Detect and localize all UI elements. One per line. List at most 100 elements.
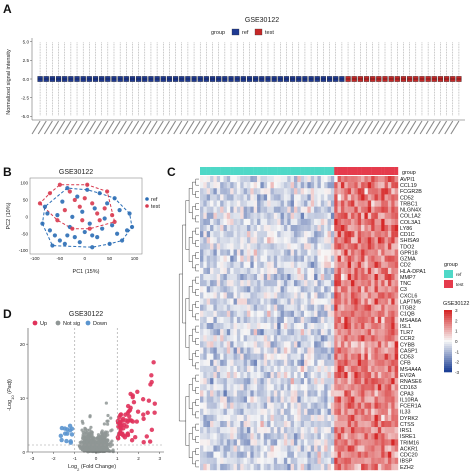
heatmap-cell	[300, 261, 305, 269]
heatmap-cell	[317, 243, 322, 250]
heatmap-cell	[394, 280, 399, 287]
volcano-y-label-prefix: -Log	[7, 400, 13, 411]
heatmap-cell	[297, 408, 301, 416]
heatmap-cell	[377, 267, 382, 275]
heatmap-cell	[377, 378, 382, 385]
heatmap-cell	[317, 280, 322, 287]
heatmap-cell	[287, 408, 291, 416]
heatmap-cell	[320, 372, 325, 379]
volcano-point-down	[64, 438, 69, 444]
heatmap-row-label: CYBB	[400, 342, 415, 348]
heatmap-cell	[240, 365, 244, 373]
heatmap-cell	[330, 372, 335, 379]
boxplot-x-tick-label	[388, 120, 398, 135]
heatmap-cell	[267, 463, 271, 471]
heatmap-cell	[243, 329, 248, 336]
heatmap-cell	[354, 384, 358, 391]
heatmap-cell	[344, 365, 348, 373]
heatmap-cell	[310, 206, 315, 213]
heatmap-cell	[384, 414, 389, 422]
heatmap-cell	[220, 206, 224, 213]
heatmap-cell	[304, 335, 308, 342]
heatmap-cell	[381, 237, 385, 244]
heatmap-cell	[324, 402, 328, 409]
heatmap-cell	[391, 378, 395, 385]
heatmap-cell	[243, 390, 248, 397]
heatmap-cell	[394, 225, 399, 232]
heatmap-cell	[236, 188, 241, 195]
heatmap-cell	[257, 255, 261, 262]
heatmap-cell	[287, 439, 291, 446]
heatmap-cell	[314, 182, 318, 189]
heatmap-cell	[206, 329, 211, 336]
heatmap-cell	[357, 225, 362, 232]
heatmap-cell	[344, 408, 348, 416]
heatmap-cell	[233, 396, 238, 403]
panel-c: C group AVPI1CCL19FCGR2BCD52TRBC1NLGN4XC…	[167, 165, 469, 471]
heatmap-cell	[253, 408, 258, 416]
heatmap-cell	[381, 298, 385, 305]
heatmap-cell	[367, 372, 372, 379]
heatmap-cell	[257, 225, 261, 232]
heatmap-cell	[384, 292, 389, 299]
heatmap-cell	[236, 323, 241, 330]
heatmap-cell	[250, 414, 254, 422]
heatmap-cell	[361, 341, 365, 348]
heatmap-cell	[283, 445, 288, 452]
heatmap-cell	[361, 286, 365, 293]
heatmap-cell	[304, 341, 308, 348]
heatmap-cell	[381, 414, 385, 422]
heatmap-cell	[364, 365, 368, 373]
heatmap-cell	[330, 249, 335, 256]
heatmap-cell	[220, 255, 224, 262]
heatmap-cell	[320, 329, 325, 336]
boxplot-x-tick-label	[117, 120, 127, 135]
heatmap-cell	[277, 384, 281, 391]
heatmap-cell	[267, 433, 271, 440]
heatmap-cell	[273, 225, 278, 232]
heatmap-cell	[300, 323, 305, 330]
pca-point-test	[110, 213, 115, 218]
boxplot-x-tick-label	[68, 120, 78, 135]
heatmap-cell	[223, 225, 228, 232]
heatmap-cell	[243, 457, 248, 465]
heatmap-cell	[354, 359, 358, 367]
heatmap-cell	[344, 341, 348, 348]
heatmap-cell	[287, 225, 291, 232]
heatmap-annotation-cell	[216, 167, 221, 175]
heatmap-cell	[354, 445, 358, 452]
heatmap-cell	[364, 359, 368, 367]
heatmap-cell	[317, 194, 322, 201]
heatmap-cell	[260, 402, 264, 409]
heatmap-cell	[213, 457, 217, 465]
heatmap-cell	[203, 451, 207, 458]
volcano-point-ns	[91, 448, 95, 452]
heatmap-cell	[270, 206, 275, 213]
heatmap-cell	[283, 359, 288, 367]
heatmap-cell	[220, 200, 224, 207]
heatmap-cell	[253, 359, 258, 367]
dendrogram-branch	[195, 423, 199, 431]
heatmap-cell	[367, 433, 372, 440]
heatmap-cell	[361, 218, 365, 226]
heatmap-cell	[394, 439, 399, 446]
heatmap-row-label: AVPI1	[400, 177, 415, 183]
heatmap-row-label: ISL1	[400, 324, 411, 330]
heatmap-row-label: IL10RA	[400, 397, 418, 403]
heatmap-cell	[297, 176, 301, 183]
heatmap-cell	[203, 457, 207, 465]
heatmap-cell	[240, 255, 244, 262]
heatmap-cell	[364, 176, 368, 183]
heatmap-scale-step	[444, 310, 452, 313]
heatmap-cell	[216, 194, 221, 201]
heatmap-cell	[391, 261, 395, 269]
heatmap-cell	[310, 457, 315, 465]
heatmap-annotation-cell	[270, 167, 275, 175]
heatmap-cell	[273, 280, 278, 287]
panel-a: A GSE30122 group ref test Normalized sig…	[3, 2, 465, 135]
heatmap-cell	[226, 249, 231, 256]
heatmap-cell	[287, 274, 291, 281]
heatmap-cell	[377, 445, 382, 452]
heatmap-cell	[250, 194, 254, 201]
heatmap-cell	[203, 353, 207, 360]
